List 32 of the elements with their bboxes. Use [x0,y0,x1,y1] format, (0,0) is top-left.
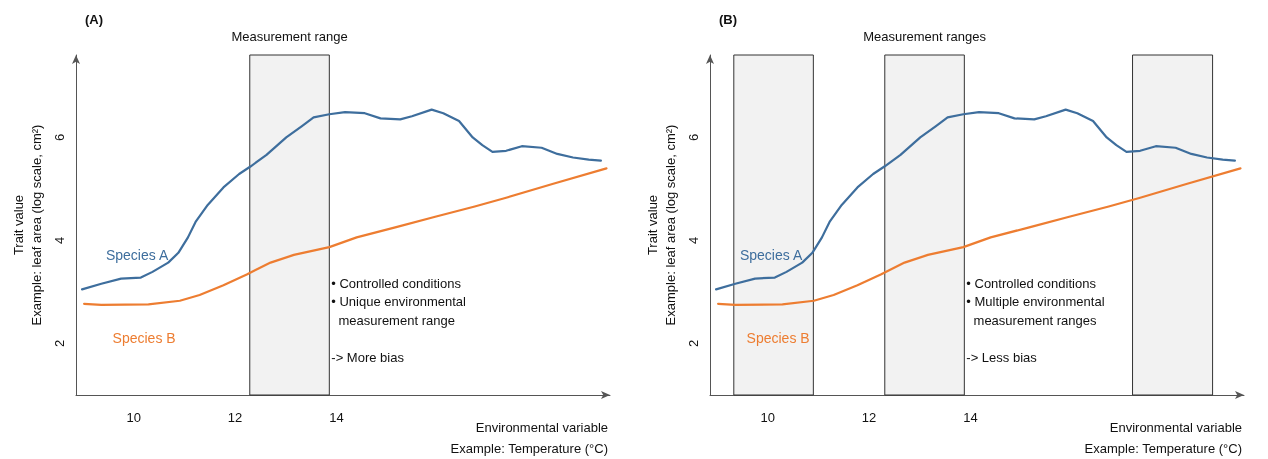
series-label: Species A [105,247,169,264]
line-series [714,108,1236,291]
x-tick-label: 14 [963,410,978,425]
x-tick-label: 12 [227,410,243,425]
annotation: • Unique environmental measurement range [331,294,467,328]
y-tick-label: 2 [686,339,701,348]
annotation: -> More bias [331,349,405,365]
series-label: Species B [746,329,810,346]
x-tick-label: 12 [861,410,877,425]
annotation: • Multiple environmental measurement ranges [966,294,1105,328]
annotation: • Controlled conditions [331,275,462,291]
annotation: -> Less bias [966,349,1038,365]
y-axis-title: Trait value Example: leaf area (log scale, cm²) [644,124,678,326]
x-axis-title: Environmental variable Example: Temperature (°C) [450,420,608,456]
y-tick-label: 6 [686,133,701,142]
chart-title: (B) [719,12,738,27]
series-label: Species A [739,247,803,264]
band-label: Measurement range [231,28,348,44]
x-tick-label: 10 [760,410,775,425]
y-tick-label: 4 [52,236,67,245]
x-tick-label: 14 [329,410,344,425]
band-label: Measurement ranges [863,28,987,44]
y-tick-label: 2 [52,339,67,348]
y-axis-title: Trait value Example: leaf area (log scale, cm²) [10,124,44,326]
series-label: Species B [112,329,176,346]
x-tick-label: 10 [126,410,141,425]
annotation: • Controlled conditions [966,275,1097,291]
x-axis-title: Environmental variable Example: Temperature (°C) [1084,420,1242,456]
line-series [80,108,602,291]
chart-title: (A) [85,12,104,27]
y-tick-label: 6 [52,133,67,142]
y-tick-label: 4 [686,236,701,245]
